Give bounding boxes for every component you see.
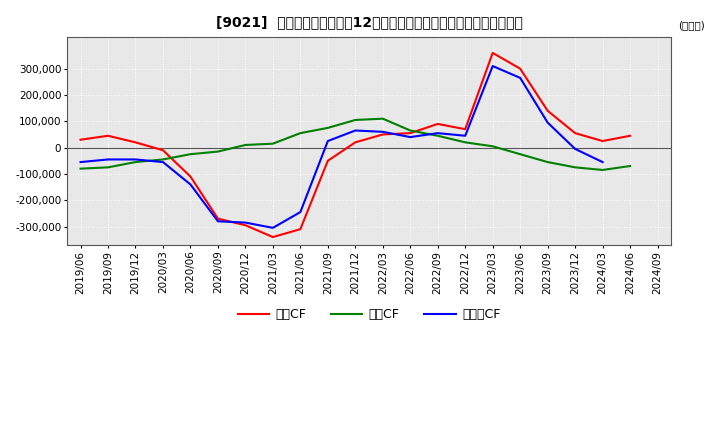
投資CF	[214, 149, 222, 154]
フリーCF	[186, 182, 195, 187]
投資CF	[104, 165, 112, 170]
投資CF	[351, 117, 359, 123]
投資CF	[488, 143, 497, 149]
フリーCF	[544, 120, 552, 125]
Title: [9021]  キャッシュフローの12か月移動合計の対前年同期増減額の推移: [9021] キャッシュフローの12か月移動合計の対前年同期増減額の推移	[215, 15, 523, 29]
営業CF	[433, 121, 442, 127]
フリーCF	[158, 159, 167, 165]
営業CF	[406, 131, 415, 136]
営業CF	[186, 174, 195, 179]
投資CF	[461, 140, 469, 145]
Line: 営業CF: 営業CF	[81, 53, 630, 237]
営業CF	[516, 66, 524, 71]
Line: 投資CF: 投資CF	[81, 119, 630, 170]
営業CF	[104, 133, 112, 139]
営業CF	[323, 158, 332, 163]
営業CF	[296, 227, 305, 232]
フリーCF	[323, 139, 332, 144]
フリーCF	[296, 209, 305, 215]
営業CF	[488, 50, 497, 55]
フリーCF	[516, 75, 524, 81]
投資CF	[158, 157, 167, 162]
フリーCF	[598, 159, 607, 165]
営業CF	[241, 223, 250, 228]
フリーCF	[488, 63, 497, 69]
フリーCF	[433, 131, 442, 136]
フリーCF	[406, 135, 415, 140]
投資CF	[323, 125, 332, 131]
フリーCF	[351, 128, 359, 133]
投資CF	[186, 151, 195, 157]
投資CF	[296, 131, 305, 136]
投資CF	[544, 159, 552, 165]
Line: フリーCF: フリーCF	[81, 66, 603, 228]
フリーCF	[131, 157, 140, 162]
フリーCF	[76, 159, 85, 165]
投資CF	[269, 141, 277, 147]
フリーCF	[379, 129, 387, 135]
投資CF	[406, 128, 415, 133]
投資CF	[131, 159, 140, 165]
投資CF	[433, 133, 442, 139]
投資CF	[598, 167, 607, 172]
フリーCF	[269, 225, 277, 231]
営業CF	[598, 139, 607, 144]
フリーCF	[461, 133, 469, 139]
営業CF	[214, 216, 222, 221]
営業CF	[544, 108, 552, 114]
営業CF	[571, 131, 580, 136]
営業CF	[461, 127, 469, 132]
フリーCF	[214, 219, 222, 224]
営業CF	[131, 140, 140, 145]
投資CF	[241, 142, 250, 147]
投資CF	[571, 165, 580, 170]
投資CF	[76, 166, 85, 171]
フリーCF	[241, 220, 250, 225]
フリーCF	[104, 157, 112, 162]
投資CF	[379, 116, 387, 121]
営業CF	[379, 132, 387, 137]
営業CF	[76, 137, 85, 143]
営業CF	[351, 140, 359, 145]
Text: (百万円): (百万円)	[678, 20, 705, 30]
投資CF	[516, 151, 524, 157]
Legend: 営業CF, 投資CF, フリーCF: 営業CF, 投資CF, フリーCF	[233, 303, 505, 326]
営業CF	[626, 133, 634, 139]
フリーCF	[571, 146, 580, 151]
営業CF	[158, 147, 167, 153]
営業CF	[269, 235, 277, 240]
投資CF	[626, 163, 634, 169]
